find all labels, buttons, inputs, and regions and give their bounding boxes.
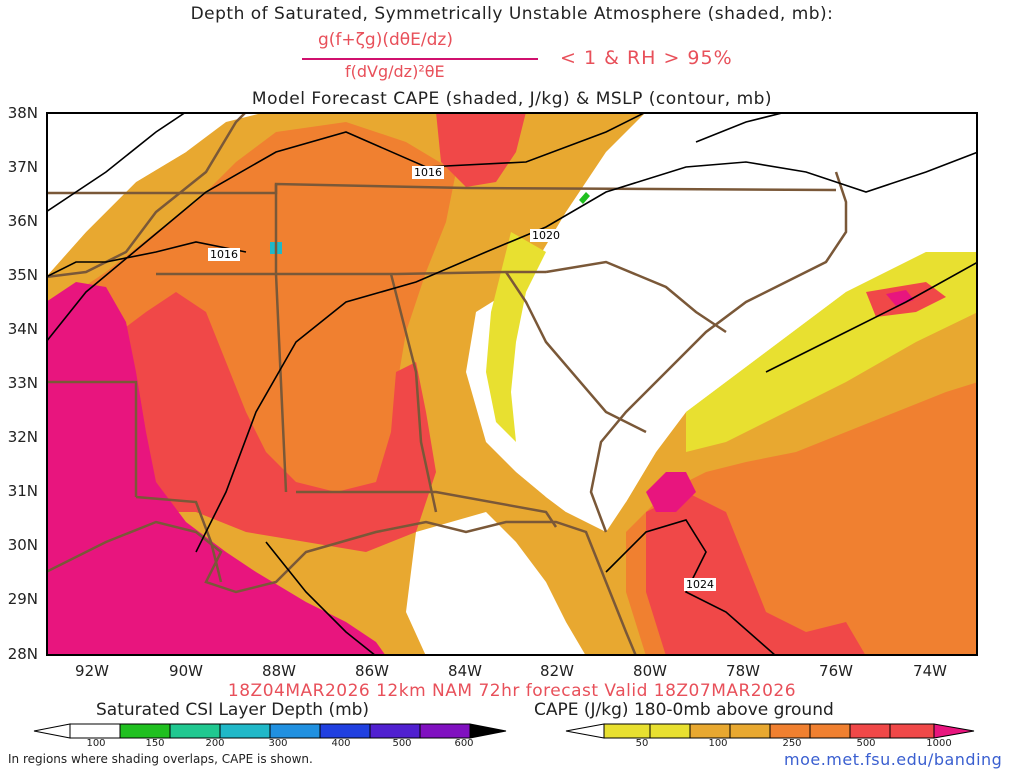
condition-text: < 1 & RH > 95% (560, 47, 733, 69)
lon-label: 82W (540, 662, 574, 680)
state-borders (45, 111, 837, 583)
forecast-map: 1016 1016 1020 1024 (45, 111, 979, 657)
cape-tick: 50 (635, 738, 649, 749)
lat-label: 29N (7, 590, 38, 608)
csi-tick: 600 (454, 738, 474, 749)
csi-tick: 400 (331, 738, 351, 749)
cape-colorbar (565, 723, 975, 739)
colorbars (33, 723, 975, 739)
fraction-denominator: f(dVg/dz)²θE (345, 62, 445, 81)
lat-label: 28N (7, 645, 38, 663)
lat-label: 36N (7, 212, 38, 230)
lat-label: 31N (7, 482, 38, 500)
csi-tick: 300 (268, 738, 288, 749)
cape-clear-nw (46, 112, 226, 277)
cape-tick: 250 (782, 738, 802, 749)
lat-label: 34N (7, 320, 38, 338)
valid-time-line: 18Z04MAR2026 12km NAM 72hr forecast Vali… (227, 681, 797, 701)
lat-label: 32N (7, 428, 38, 446)
lon-label: 74W (913, 662, 947, 680)
map-canvas (45, 111, 979, 657)
isobars (45, 111, 979, 657)
isobar-label-1016-north: 1016 (412, 166, 444, 179)
cape-colorbar-title: CAPE (J/kg) 180-0mb above ground (534, 700, 834, 720)
lat-label: 33N (7, 374, 38, 392)
lon-label: 88W (262, 662, 296, 680)
lon-label: 76W (819, 662, 853, 680)
csi-tick: 500 (392, 738, 412, 749)
title-line-3: Model Forecast CAPE (shaded, J/kg) & MSL… (251, 89, 773, 109)
csi-colorbar-title: Saturated CSI Layer Depth (mb) (96, 700, 370, 720)
csi-patch-green (579, 192, 590, 204)
cape-tick: 100 (708, 738, 728, 749)
title-line-1: Depth of Saturated, Symmetrically Unstab… (190, 4, 834, 24)
lon-label: 90W (169, 662, 203, 680)
lat-label: 30N (7, 536, 38, 554)
overlap-footnote: In regions where shading overlaps, CAPE … (8, 752, 313, 766)
fraction-bar (302, 58, 538, 60)
cape-clear-florida (406, 512, 586, 656)
lon-label: 80W (633, 662, 667, 680)
cape-red-northeast (436, 112, 526, 187)
lon-label: 86W (355, 662, 389, 680)
csi-tick: 200 (205, 738, 225, 749)
isobar-label-1020: 1020 (530, 229, 562, 242)
cape-magenta-gulf (646, 472, 696, 512)
cape-tick: 500 (856, 738, 876, 749)
lat-label: 37N (7, 158, 38, 176)
lon-label: 78W (726, 662, 760, 680)
fraction-numerator: g(f+ζg)(dθE/dz) (318, 30, 453, 50)
isobar-label-1024: 1024 (684, 578, 716, 591)
cape-orange-region (46, 122, 456, 512)
cape-tick: 1000 (926, 738, 952, 749)
cape-magenta-region (46, 282, 386, 656)
coastline (45, 171, 848, 657)
lon-label: 84W (448, 662, 482, 680)
lon-label: 92W (75, 662, 109, 680)
source-link[interactable]: moe.met.fsu.edu/banding (784, 750, 1003, 769)
lat-label: 35N (7, 266, 38, 284)
lat-label: 38N (7, 104, 38, 122)
isobar-label-1016-west: 1016 (208, 248, 240, 261)
cape-yellow-fringe (486, 232, 546, 442)
csi-colorbar (33, 723, 507, 739)
cape-red-gulf-east (646, 492, 866, 656)
csi-tick: 150 (145, 738, 165, 749)
csi-tick: 100 (86, 738, 106, 749)
